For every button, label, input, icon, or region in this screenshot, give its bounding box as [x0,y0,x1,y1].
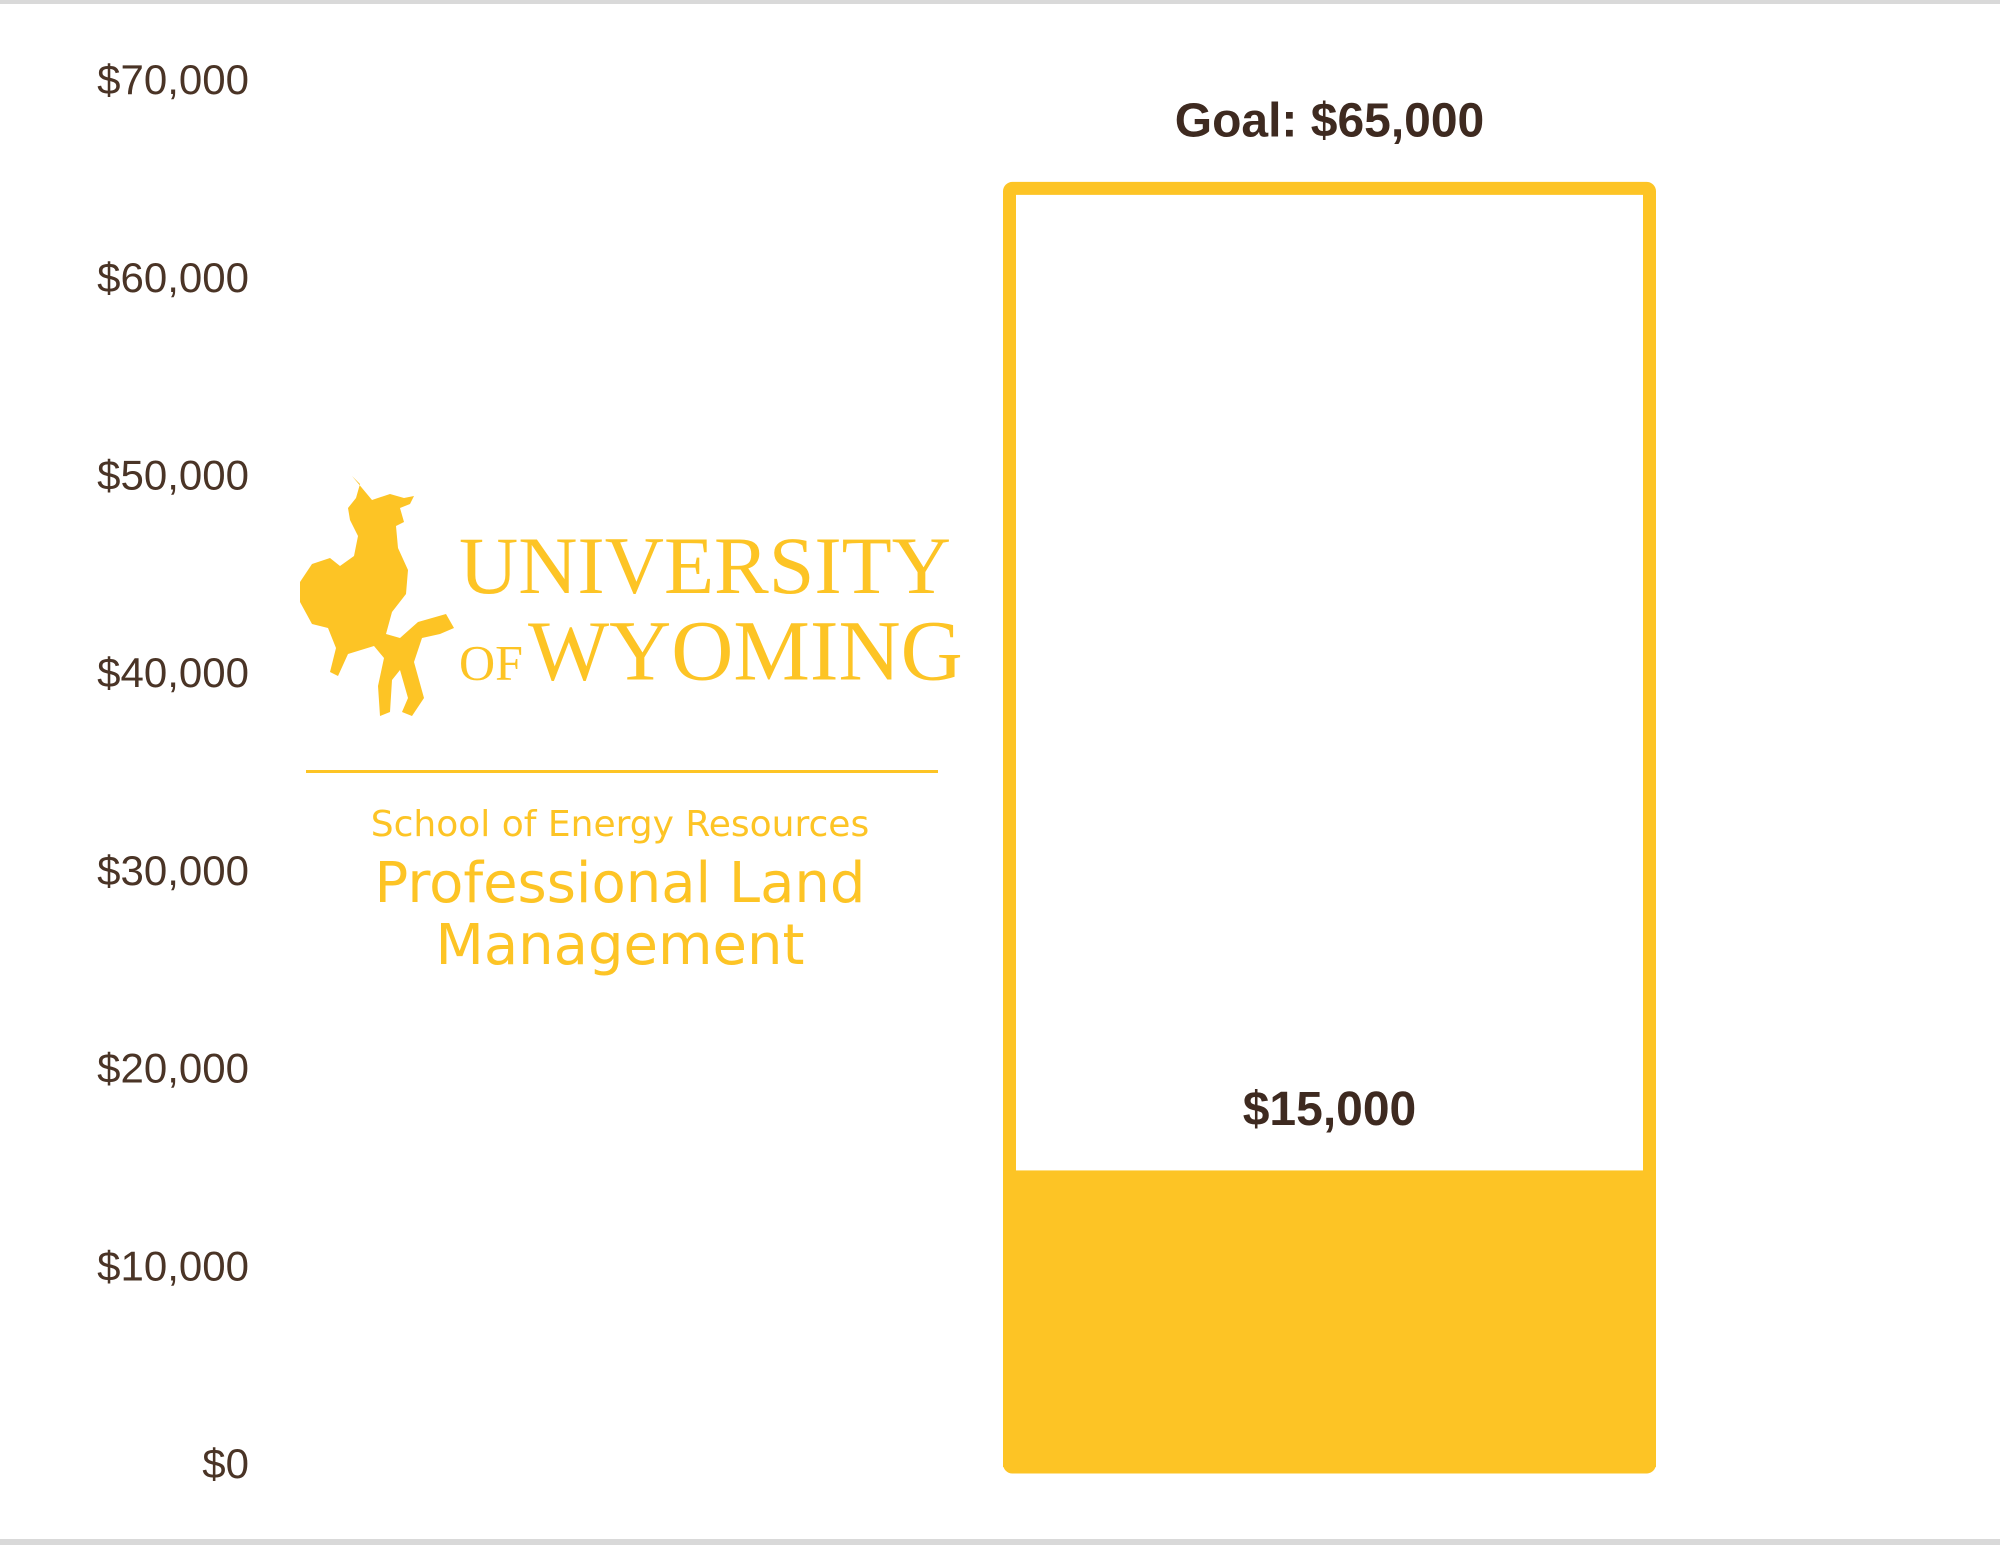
y-tick-label: $20,000 [97,1045,249,1092]
logo-school: School of Energy Resources [371,804,869,845]
y-tick-label: $70,000 [97,56,249,103]
progress-bar [1003,1170,1656,1467]
bottom-border [0,1539,2000,1545]
y-tick-label: $50,000 [97,452,249,499]
logo: UNIVERSITY OF WYOMING School of Energy R… [300,476,963,978]
y-tick-label: $40,000 [97,649,249,696]
value-label: $15,000 [1243,1083,1417,1136]
logo-program: Professional Land [375,851,866,916]
logo-university: UNIVERSITY [459,520,951,611]
logo-bucking-horse [300,476,454,716]
logo-rule [306,770,938,773]
top-border [0,0,2000,4]
y-tick-label: $60,000 [97,254,249,301]
logo-of: OF [459,634,523,690]
y-tick-label: $10,000 [97,1242,249,1289]
logo-wyoming: WYOMING [528,603,963,699]
logo-program: Management [436,913,805,978]
goal-label: Goal: $65,000 [1175,95,1485,148]
y-tick-label: $0 [202,1440,249,1487]
y-tick-label: $30,000 [97,847,249,894]
